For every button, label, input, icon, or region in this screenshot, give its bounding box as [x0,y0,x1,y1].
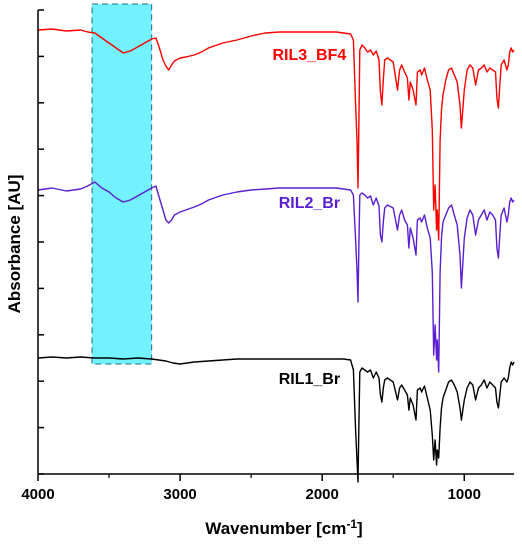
series-line-ril2_br [37,181,515,373]
y-axis [37,9,44,475]
series-label-ril1_br: RIL1_Br [279,371,340,388]
x-axis-title-main: Wavenumber [cm [205,519,346,538]
x-tick-label: 2000 [305,486,338,503]
x-tick-label: 1000 [448,486,481,503]
series-lines [37,28,515,483]
y-axis-title: Absorbance [AU] [5,175,24,314]
x-axis-title: Wavenumber [cm-1] [205,517,362,538]
highlight-region [91,3,153,365]
series-label-ril3_bf4: RIL3_BF4 [272,47,346,64]
x-axis-title-end: ] [357,519,363,538]
x-axis: 4000 3000 2000 1000 [21,473,514,503]
x-tick-label: 4000 [21,486,54,503]
series-line-ril1_br [37,356,515,483]
series-labels: RIL3_BF4 RIL2_Br RIL1_Br [272,47,346,388]
series-line-ril3_bf4 [37,28,515,241]
x-tick-label: 3000 [163,486,196,503]
x-axis-title-sup: -1 [346,517,357,531]
highlight-band [91,3,153,365]
series-label-ril2_br: RIL2_Br [279,195,340,212]
